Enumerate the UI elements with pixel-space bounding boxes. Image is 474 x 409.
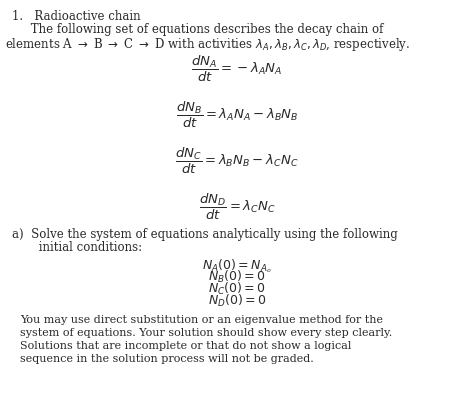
Text: 1.   Radioactive chain: 1. Radioactive chain xyxy=(12,10,141,23)
Text: Solutions that are incomplete or that do not show a logical: Solutions that are incomplete or that do… xyxy=(20,341,351,351)
Text: $\dfrac{dN_C}{dt} = \lambda_B N_B - \lambda_C N_C$: $\dfrac{dN_C}{dt} = \lambda_B N_B - \lam… xyxy=(175,146,299,176)
Text: $N_B(0) = 0$: $N_B(0) = 0$ xyxy=(208,269,266,285)
Text: $N_C(0) = 0$: $N_C(0) = 0$ xyxy=(208,281,266,297)
Text: $N_A(0) = N_{A_o}$: $N_A(0) = N_{A_o}$ xyxy=(202,257,272,274)
Text: The following set of equations describes the decay chain of: The following set of equations describes… xyxy=(12,23,383,36)
Text: $N_D(0) = 0$: $N_D(0) = 0$ xyxy=(208,293,266,309)
Text: $\dfrac{dN_A}{dt} = -\lambda_A N_A$: $\dfrac{dN_A}{dt} = -\lambda_A N_A$ xyxy=(191,54,283,84)
Text: $\dfrac{dN_B}{dt} = \lambda_A N_A - \lambda_B N_B$: $\dfrac{dN_B}{dt} = \lambda_A N_A - \lam… xyxy=(176,100,298,130)
Text: a)  Solve the system of equations analytically using the following: a) Solve the system of equations analyti… xyxy=(12,228,398,241)
Text: $\dfrac{dN_D}{dt} = \lambda_C N_C$: $\dfrac{dN_D}{dt} = \lambda_C N_C$ xyxy=(199,192,275,222)
Text: sequence in the solution process will not be graded.: sequence in the solution process will no… xyxy=(20,354,314,364)
Text: initial conditions:: initial conditions: xyxy=(20,241,142,254)
Text: system of equations. Your solution should show every step clearly.: system of equations. Your solution shoul… xyxy=(20,328,392,338)
Text: You may use direct substitution or an eigenvalue method for the: You may use direct substitution or an ei… xyxy=(20,315,383,325)
Text: elements A $\rightarrow$ B $\rightarrow$ C $\rightarrow$ D with activities $\lam: elements A $\rightarrow$ B $\rightarrow$… xyxy=(5,36,410,53)
